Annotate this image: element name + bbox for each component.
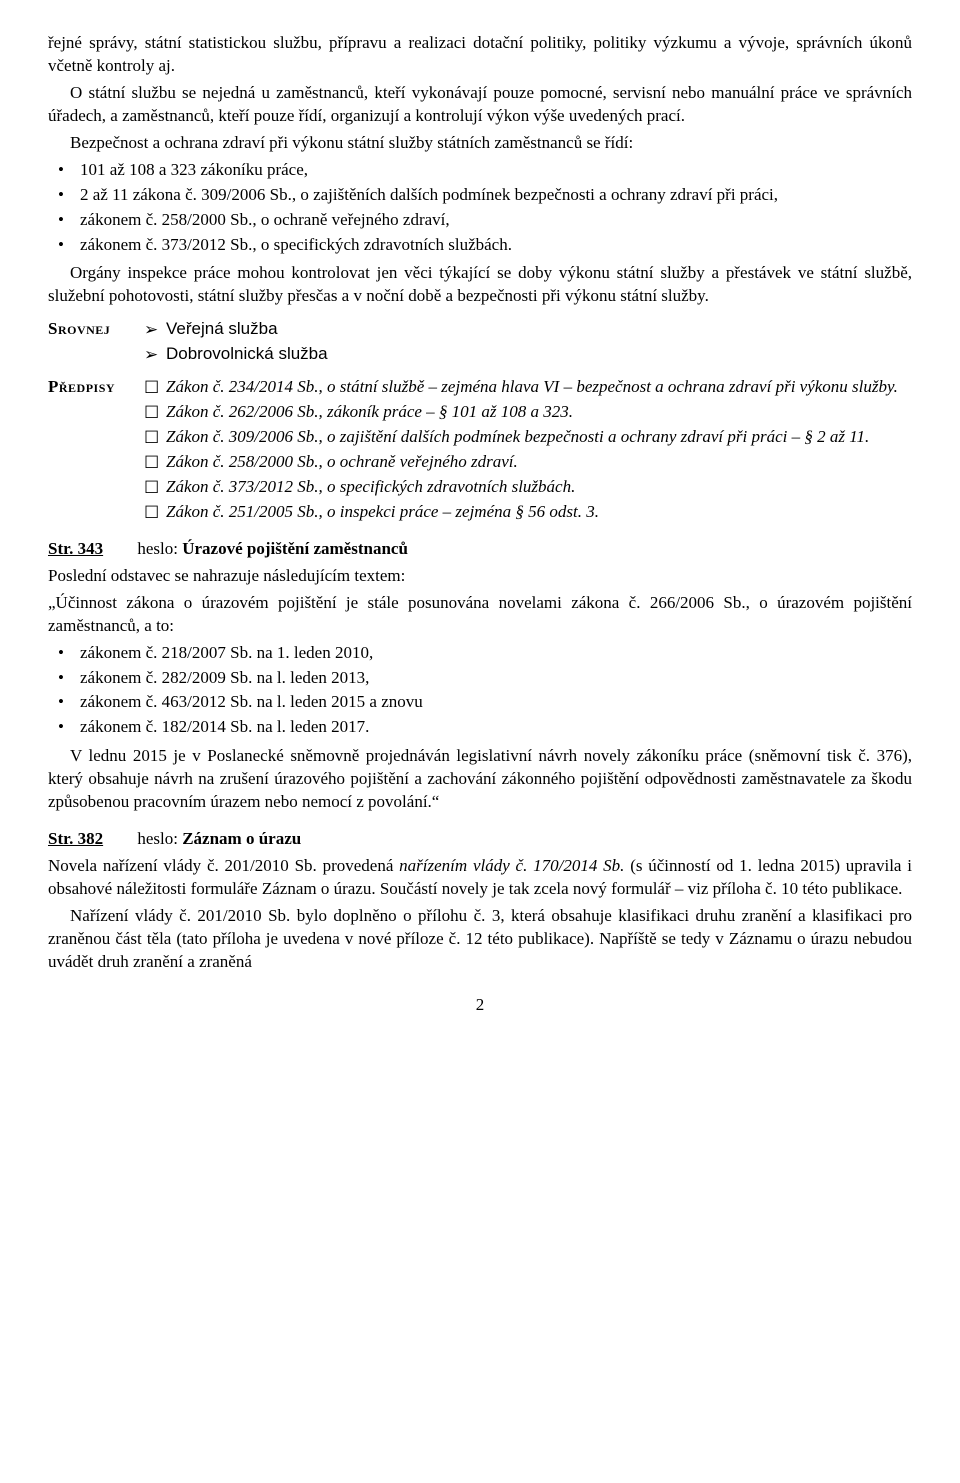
page-reference: Str. 382 — [48, 829, 103, 848]
srovnej-label: Srovnej — [48, 318, 110, 341]
predpisy-item: Zákon č. 251/2005 Sb., o inspekci práce … — [48, 501, 912, 524]
predpisy-item: Zákon č. 262/2006 Sb., zákoník práce – §… — [48, 401, 912, 424]
bullet-list-1: 101 až 108 a 323 zákoníku práce, 2 až 11… — [48, 159, 912, 257]
entry343-paragraph-2: „Účinnost zákona o úrazovém pojištění je… — [48, 592, 912, 638]
predpisy-text: Zákon č. 373/2012 Sb., o specifických zd… — [166, 477, 575, 496]
predpisy-text: Zákon č. 234/2014 Sb., o státní službě –… — [166, 377, 898, 396]
intro-paragraph-3: Bezpečnost a ochrana zdraví při výkonu s… — [48, 132, 912, 155]
predpisy-text: Zákon č. 262/2006 Sb., zákoník práce – §… — [166, 402, 573, 421]
list-item: zákonem č. 182/2014 Sb. na l. leden 2017… — [48, 716, 912, 739]
heslo-label: heslo: — [137, 829, 182, 848]
list-item: zákonem č. 463/2012 Sb. na l. leden 2015… — [48, 691, 912, 714]
list-item: 2 až 11 zákona č. 309/2006 Sb., o zajišt… — [48, 184, 912, 207]
list-item: zákonem č. 258/2000 Sb., o ochraně veřej… — [48, 209, 912, 232]
list-item: zákonem č. 282/2009 Sb. na l. leden 2013… — [48, 667, 912, 690]
entry343-list: zákonem č. 218/2007 Sb. na 1. leden 2010… — [48, 642, 912, 740]
entry343-paragraph-3: V lednu 2015 je v Poslanecké sněmovně pr… — [48, 745, 912, 814]
predpisy-label: Předpisy — [48, 376, 115, 399]
text-italic: nařízením vlády č. 170/2014 Sb. — [399, 856, 624, 875]
predpisy-text: Zákon č. 258/2000 Sb., o ochraně veřejné… — [166, 452, 518, 471]
intro-paragraph-4: Orgány inspekce práce mohou kontrolovat … — [48, 262, 912, 308]
predpisy-item: Předpisy Zákon č. 234/2014 Sb., o státní… — [48, 376, 912, 399]
intro-paragraph-2: O státní službu se nejedná u zaměstnanců… — [48, 82, 912, 128]
heslo-title: Záznam o úrazu — [182, 829, 301, 848]
entry382-paragraph-2: Nařízení vlády č. 201/2010 Sb. bylo dopl… — [48, 905, 912, 974]
predpisy-item: Zákon č. 373/2012 Sb., o specifických zd… — [48, 476, 912, 499]
srovnej-item: Srovnej Veřejná služba — [48, 318, 912, 341]
srovnej-list: Srovnej Veřejná služba Dobrovolnická slu… — [48, 318, 912, 366]
predpisy-item: Zákon č. 309/2006 Sb., o zajištění další… — [48, 426, 912, 449]
heslo-title: Úrazové pojištění zaměstnanců — [182, 539, 408, 558]
predpisy-list: Předpisy Zákon č. 234/2014 Sb., o státní… — [48, 376, 912, 524]
srovnej-text: Veřejná služba — [166, 319, 278, 338]
page-number: 2 — [48, 994, 912, 1017]
srovnej-text: Dobrovolnická služba — [166, 344, 328, 363]
intro-paragraph-1: řejné správy, státní statistickou službu… — [48, 32, 912, 78]
srovnej-item: Dobrovolnická služba — [48, 343, 912, 366]
entry382-paragraph-1: Novela nařízení vlády č. 201/2010 Sb. pr… — [48, 855, 912, 901]
list-item: zákonem č. 218/2007 Sb. na 1. leden 2010… — [48, 642, 912, 665]
page-reference: Str. 343 — [48, 539, 103, 558]
list-item: zákonem č. 373/2012 Sb., o specifických … — [48, 234, 912, 257]
list-item: 101 až 108 a 323 zákoníku práce, — [48, 159, 912, 182]
text-regular: Novela nařízení vlády č. 201/2010 Sb. pr… — [48, 856, 399, 875]
entry343-paragraph-1: Poslední odstavec se nahrazuje následují… — [48, 565, 912, 588]
entry-heading-382: Str. 382 heslo: Záznam o úrazu — [48, 828, 912, 851]
entry-heading-343: Str. 343 heslo: Úrazové pojištění zaměst… — [48, 538, 912, 561]
predpisy-text: Zákon č. 251/2005 Sb., o inspekci práce … — [166, 502, 599, 521]
predpisy-text: Zákon č. 309/2006 Sb., o zajištění další… — [166, 427, 869, 446]
predpisy-item: Zákon č. 258/2000 Sb., o ochraně veřejné… — [48, 451, 912, 474]
heslo-label: heslo: — [137, 539, 182, 558]
